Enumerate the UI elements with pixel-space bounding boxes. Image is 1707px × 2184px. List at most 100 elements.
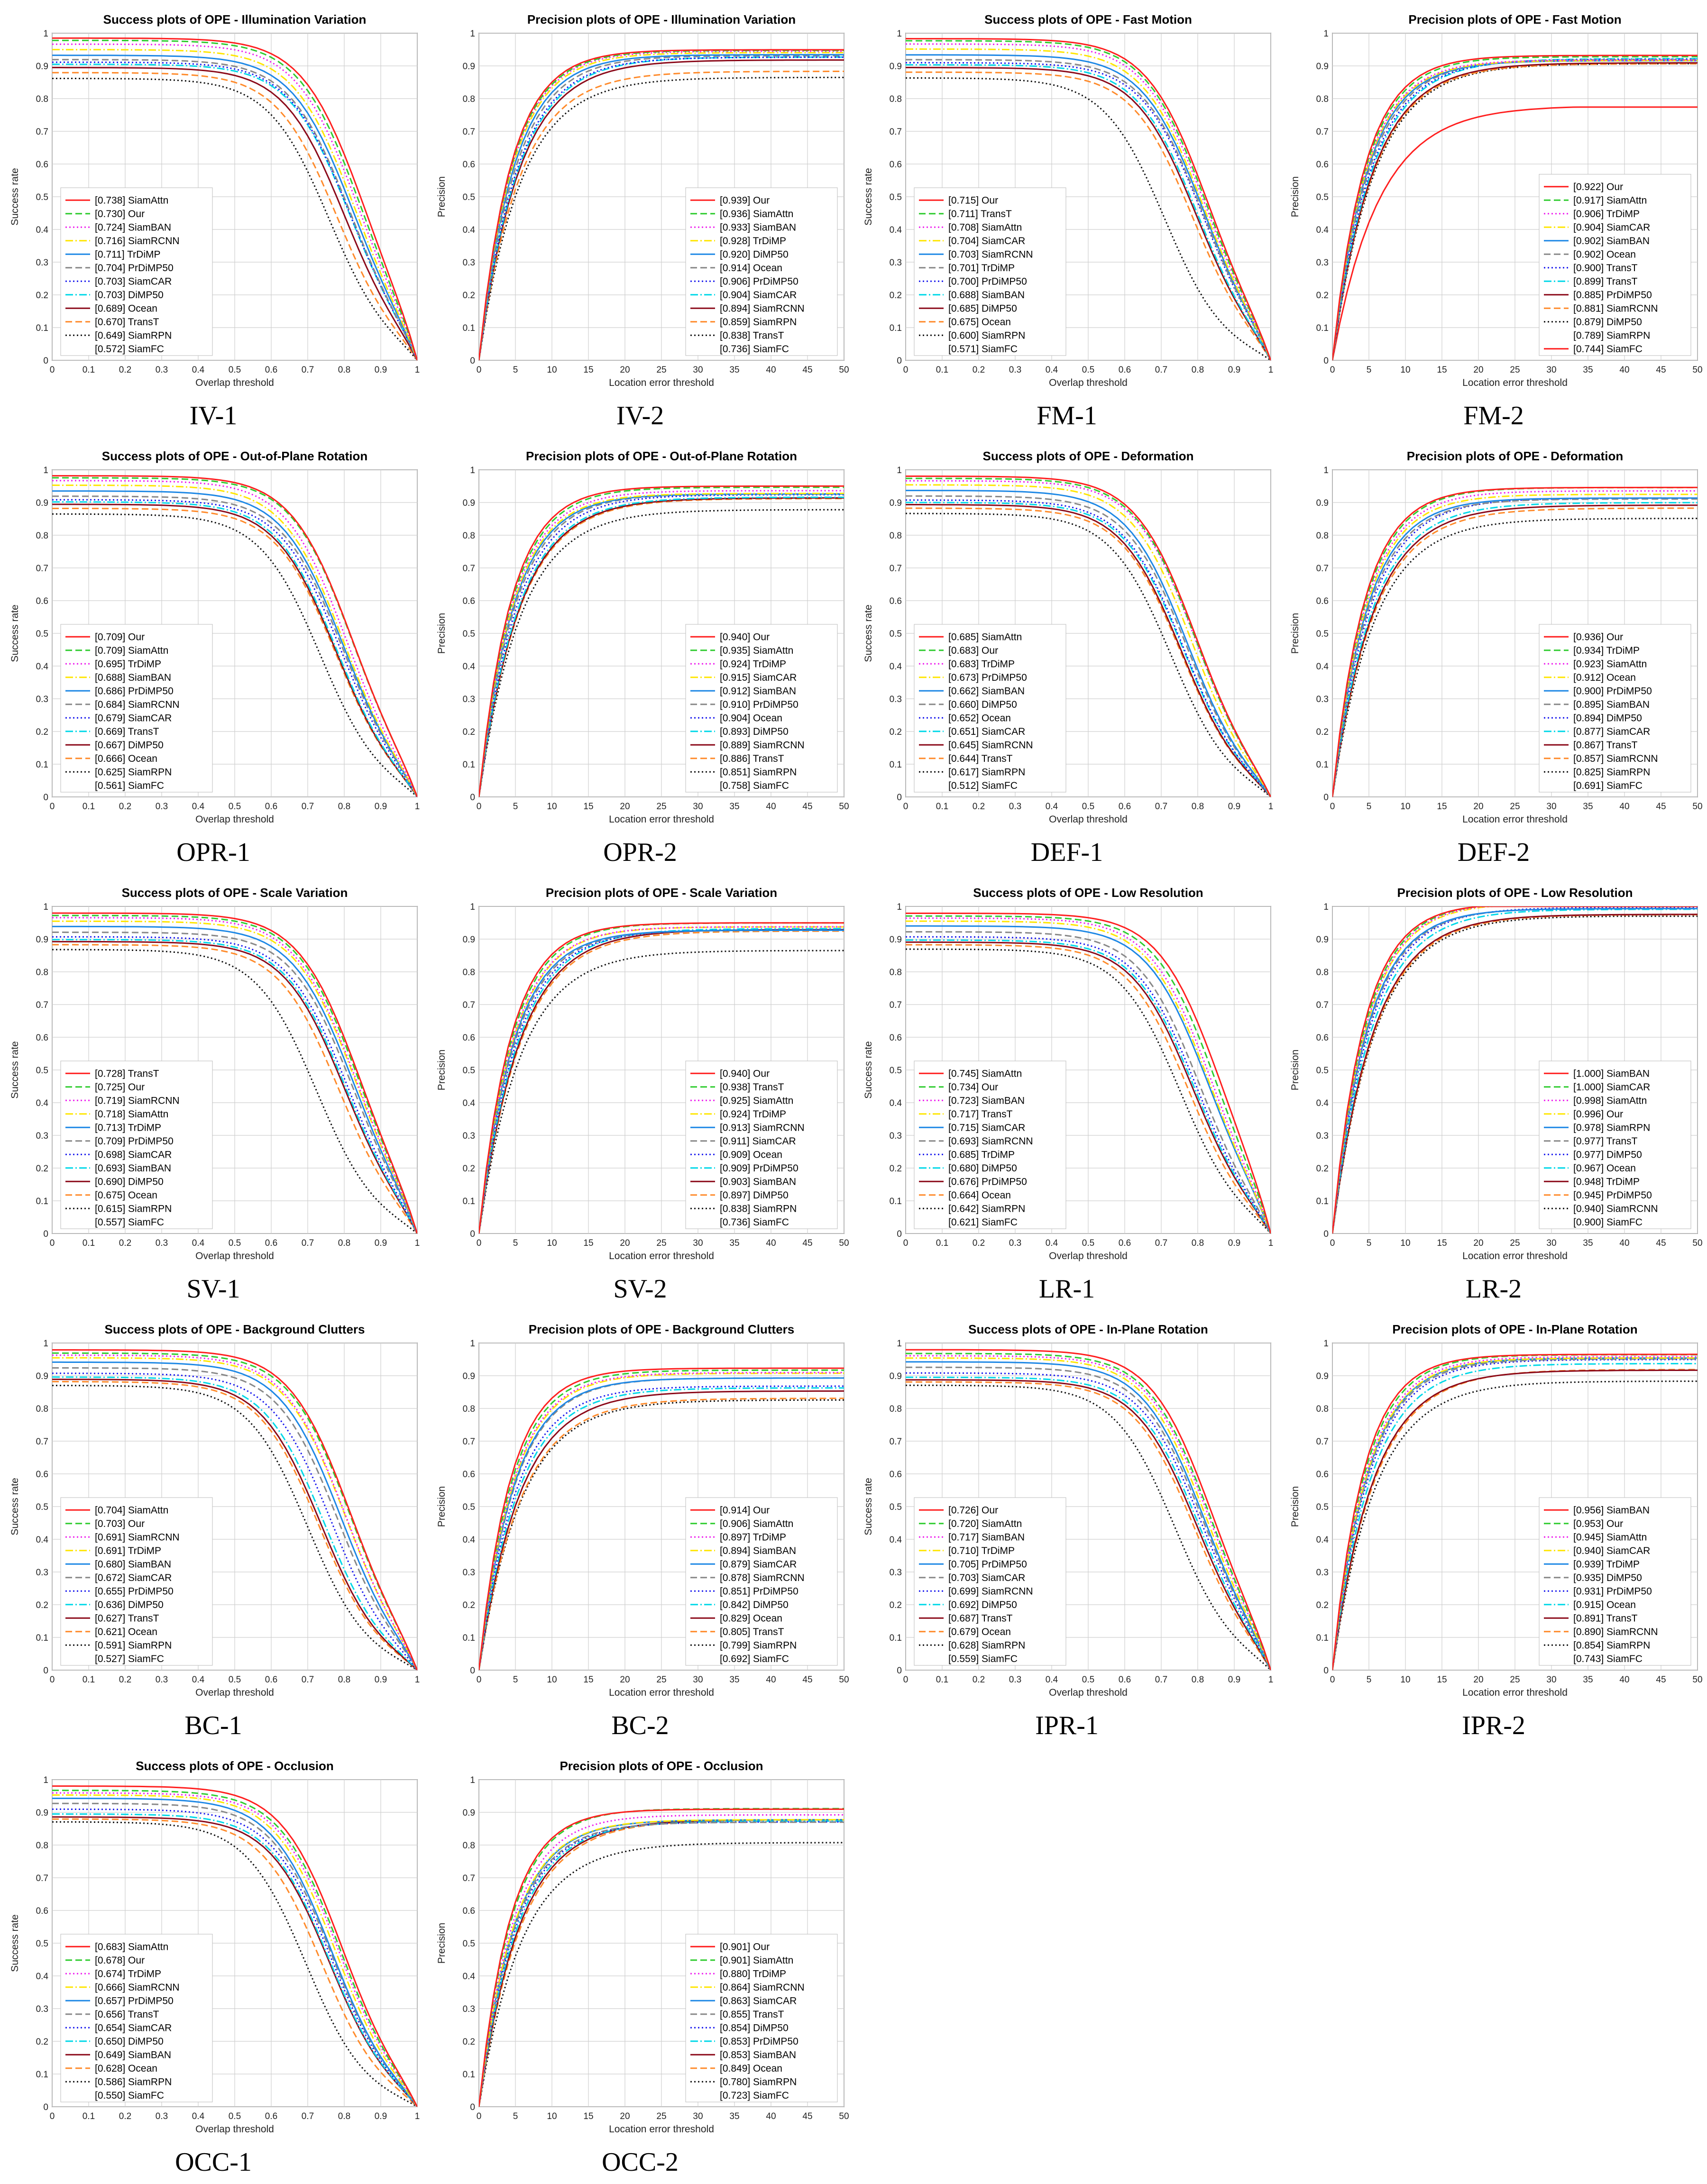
chart-svg: Success plots of OPE - Background Clutte… [9, 1322, 420, 1698]
y-tick-label: 0.5 [36, 1502, 48, 1512]
x-tick-label: 0 [50, 1675, 55, 1685]
legend-entry: [0.825] SiamRPN [1573, 767, 1650, 777]
legend-entry: [0.745] SiamAttn [948, 1068, 1022, 1079]
series-line [479, 54, 844, 360]
legend-entry: [0.680] SiamBAN [95, 1559, 171, 1570]
x-tick-label: 35 [729, 365, 739, 375]
x-tick-label: 0.7 [302, 1675, 314, 1685]
series-line [52, 939, 417, 1234]
x-tick-label: 35 [1583, 365, 1593, 375]
legend-entry: [0.711] TransT [948, 209, 1012, 219]
series-group [479, 1808, 844, 2107]
x-tick-label: 1 [415, 802, 420, 812]
legend-entry: [0.931] PrDiMP50 [1573, 1586, 1652, 1597]
series-group [479, 1367, 844, 1670]
y-tick-label: 1 [470, 1775, 475, 1785]
series-line [1332, 497, 1698, 797]
legend-entry: [0.780] SiamRPN [720, 2076, 797, 2087]
series-line [906, 48, 1271, 360]
x-tick-label: 45 [1656, 1238, 1666, 1248]
x-tick-label: 0 [1330, 802, 1335, 812]
chart-title: Precision plots of OPE - Illumination Va… [527, 12, 796, 27]
series-line [1332, 1363, 1698, 1670]
x-tick-label: 0.9 [1228, 1675, 1240, 1685]
series-line [479, 1369, 844, 1670]
legend-box [1539, 174, 1691, 356]
series-line [1332, 1356, 1698, 1670]
x-tick-label: 15 [1437, 1675, 1447, 1685]
legend-entry: [0.894] DiMP50 [1573, 713, 1642, 723]
chart-caption: IPR-1 [1035, 1711, 1099, 1740]
y-tick-label: 0.6 [890, 1470, 902, 1480]
series-line [906, 1381, 1271, 1670]
legend-entry: [0.940] SiamCAR [1573, 1545, 1650, 1556]
x-axis-label: Location error threshold [609, 1251, 714, 1261]
legend-entry: [0.670] TransT [95, 317, 159, 328]
x-tick-label: 40 [1619, 802, 1629, 812]
legend-entry: [0.527] SiamFC [95, 1654, 164, 1664]
legend-entry: [0.725] Our [95, 1082, 145, 1093]
x-tick-label: 0.4 [192, 365, 205, 375]
series-line [479, 490, 844, 797]
legend-entry: [0.939] Our [720, 195, 770, 206]
chart-panel: Success plots of OPE - Scale Variation 0 0… [0, 873, 427, 1310]
x-tick-label: 0.2 [119, 1238, 131, 1248]
series-line [1332, 906, 1698, 1234]
x-tick-label: 0.6 [265, 365, 277, 375]
x-tick-label: 50 [839, 2111, 849, 2121]
x-tick-label: 0.2 [973, 1675, 985, 1685]
x-tick-label: 5 [1367, 365, 1372, 375]
y-tick-label: 1 [43, 902, 48, 912]
chart-panel: Success plots of OPE - In-Plane Rotation… [854, 1310, 1280, 1746]
chart-title: Success plots of OPE - Background Clutte… [105, 1322, 365, 1336]
x-tick-label: 5 [1367, 1238, 1372, 1248]
legend-entry: [0.717] SiamBAN [948, 1532, 1025, 1543]
y-axis-label: Success rate [863, 604, 874, 662]
series-line [906, 62, 1271, 360]
x-tick-label: 0.8 [338, 1675, 350, 1685]
x-tick-label: 0.7 [1155, 1675, 1167, 1685]
legend-entry: [0.656] TransT [95, 2009, 159, 2020]
x-tick-label: 0.5 [1082, 802, 1094, 812]
legend-entry: [0.692] SiamFC [720, 1654, 789, 1664]
x-tick-label: 40 [1619, 365, 1629, 375]
x-tick-label: 30 [693, 802, 703, 812]
y-tick-label: 0.9 [890, 62, 902, 72]
legend-entry: [0.692] DiMP50 [948, 1599, 1017, 1610]
y-tick-label: 0.7 [1316, 564, 1329, 574]
chart-svg: Success plots of OPE - Illumination Vari… [9, 12, 420, 388]
x-tick-label: 0.3 [156, 2111, 168, 2121]
y-tick-label: 0.9 [36, 498, 48, 508]
y-tick-label: 0.3 [890, 1568, 902, 1578]
y-axis-label: Precision [436, 1486, 447, 1527]
series-line [479, 485, 844, 797]
y-tick-label: 0.7 [1316, 1437, 1329, 1447]
legend-entry: [0.891] TransT [1573, 1613, 1638, 1624]
y-tick-label: 0.6 [36, 160, 48, 170]
y-axis-label: Precision [436, 613, 447, 654]
chart-title: Precision plots of OPE - Out-of-Plane Ro… [526, 449, 797, 463]
series-line [906, 913, 1271, 1234]
series-line [906, 38, 1271, 360]
y-tick-label: 0.4 [890, 662, 902, 672]
legend-entry: [0.693] SiamBAN [95, 1163, 171, 1174]
y-tick-label: 0.7 [1316, 127, 1329, 137]
legend-entry: [0.842] DiMP50 [720, 1599, 789, 1610]
chart-caption: BC-1 [184, 1711, 242, 1740]
chart-svg: Precision plots of OPE - Low Resolution 0… [1290, 886, 1703, 1261]
legend-entry: [0.881] SiamRCNN [1573, 303, 1658, 314]
series-line [479, 49, 844, 360]
legend-entry: [0.600] SiamRPN [948, 330, 1025, 341]
x-tick-label: 0.4 [192, 2111, 205, 2121]
x-tick-label: 5 [513, 802, 518, 812]
y-tick-label: 0.1 [463, 2070, 475, 2080]
series-line [1332, 493, 1698, 797]
y-tick-label: 0.6 [36, 1470, 48, 1480]
x-tick-label: 1 [1268, 365, 1274, 375]
y-tick-label: 0.5 [36, 192, 48, 202]
legend-entry: [0.935] DiMP50 [1573, 1572, 1642, 1583]
y-tick-label: 0.2 [463, 291, 475, 301]
y-tick-label: 0.9 [890, 935, 902, 945]
x-tick-label: 0.9 [1228, 1238, 1240, 1248]
legend-entry: [0.726] Our [948, 1505, 998, 1516]
